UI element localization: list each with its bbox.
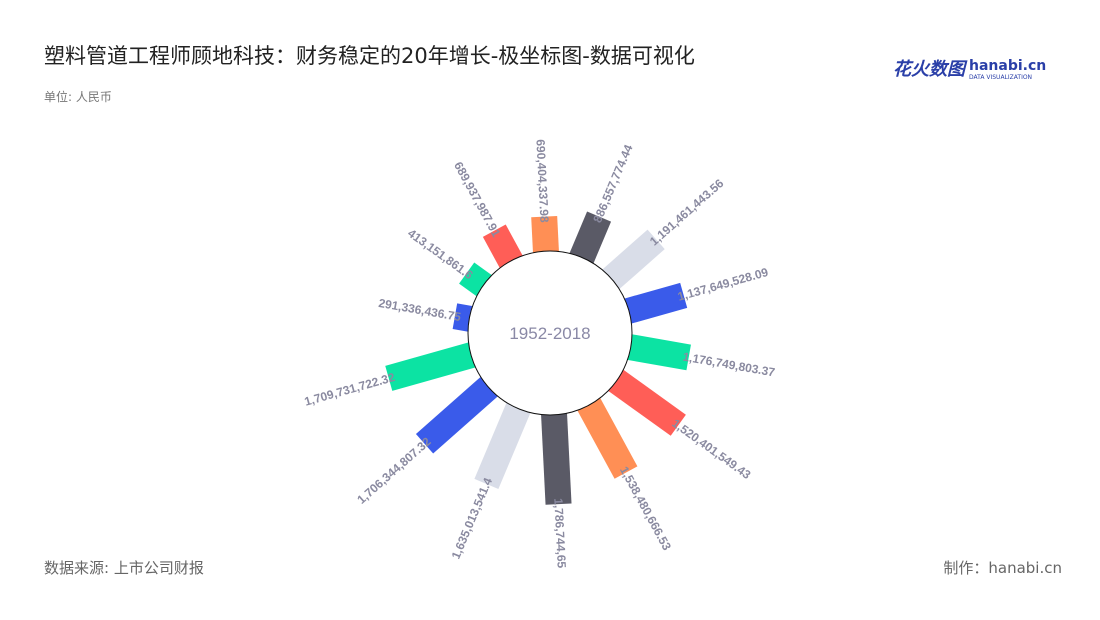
bar-13 (385, 342, 477, 391)
value-label-7: 1,176,749,803.37 (682, 350, 777, 380)
unit-label: 单位: 人民币 (44, 90, 112, 104)
bar-5 (601, 229, 665, 290)
bar-9 (576, 397, 638, 479)
maker-credit: 制作：hanabi.cn (943, 559, 1062, 577)
value-label-12: 1,706,344,807.32 (354, 434, 434, 507)
bar-8 (607, 369, 686, 436)
bar-10 (541, 412, 572, 505)
data-source: 数据来源: 上市公司财报 (44, 559, 204, 577)
value-label-1: 413,151,861.6 (405, 226, 476, 282)
bar-7 (626, 334, 691, 371)
brand-logo: 花火数图 hanabi.cn DATA VISUALIZATION (893, 58, 1046, 82)
logo-sub: DATA VISUALIZATION (969, 74, 1033, 81)
bar-1 (459, 262, 493, 297)
logo-en-block: hanabi.cn DATA VISUALIZATION (969, 58, 1046, 82)
value-label-9: 1,538,480,666.53 (617, 464, 674, 553)
bar-12 (415, 376, 499, 454)
value-label-0: 291,336,436.75 (377, 296, 462, 324)
value-label-10: 1,786,744,65 (551, 498, 568, 569)
value-label-5: 1,191,461,443.56 (647, 176, 727, 249)
bar-3 (531, 215, 559, 254)
value-label-4: 886,557,774.44 (590, 142, 635, 225)
value-label-13: 1,709,731,722.32 (303, 370, 397, 409)
value-label-8: 1,520,401,549.43 (669, 416, 753, 482)
center-circle (467, 250, 633, 416)
bar-11 (474, 401, 531, 489)
chart-title: 塑料管道工程师顾地科技：财务稳定的20年增长-极坐标图-数据可视化 (44, 44, 695, 68)
value-label-3: 690,404,337.98 (533, 139, 551, 223)
value-label-6: 1,137,649,528.09 (676, 265, 770, 304)
value-label-2: 689,937,987.91 (451, 159, 503, 239)
center-label: 1952-2018 (509, 324, 590, 343)
bar-6 (623, 282, 688, 324)
bar-2 (482, 224, 524, 269)
value-label-11: 1,635,013,541.4 (449, 475, 496, 561)
bar-4 (569, 211, 612, 265)
logo-en: hanabi.cn (969, 58, 1047, 74)
logo-cn: 花火数图 (893, 59, 965, 80)
